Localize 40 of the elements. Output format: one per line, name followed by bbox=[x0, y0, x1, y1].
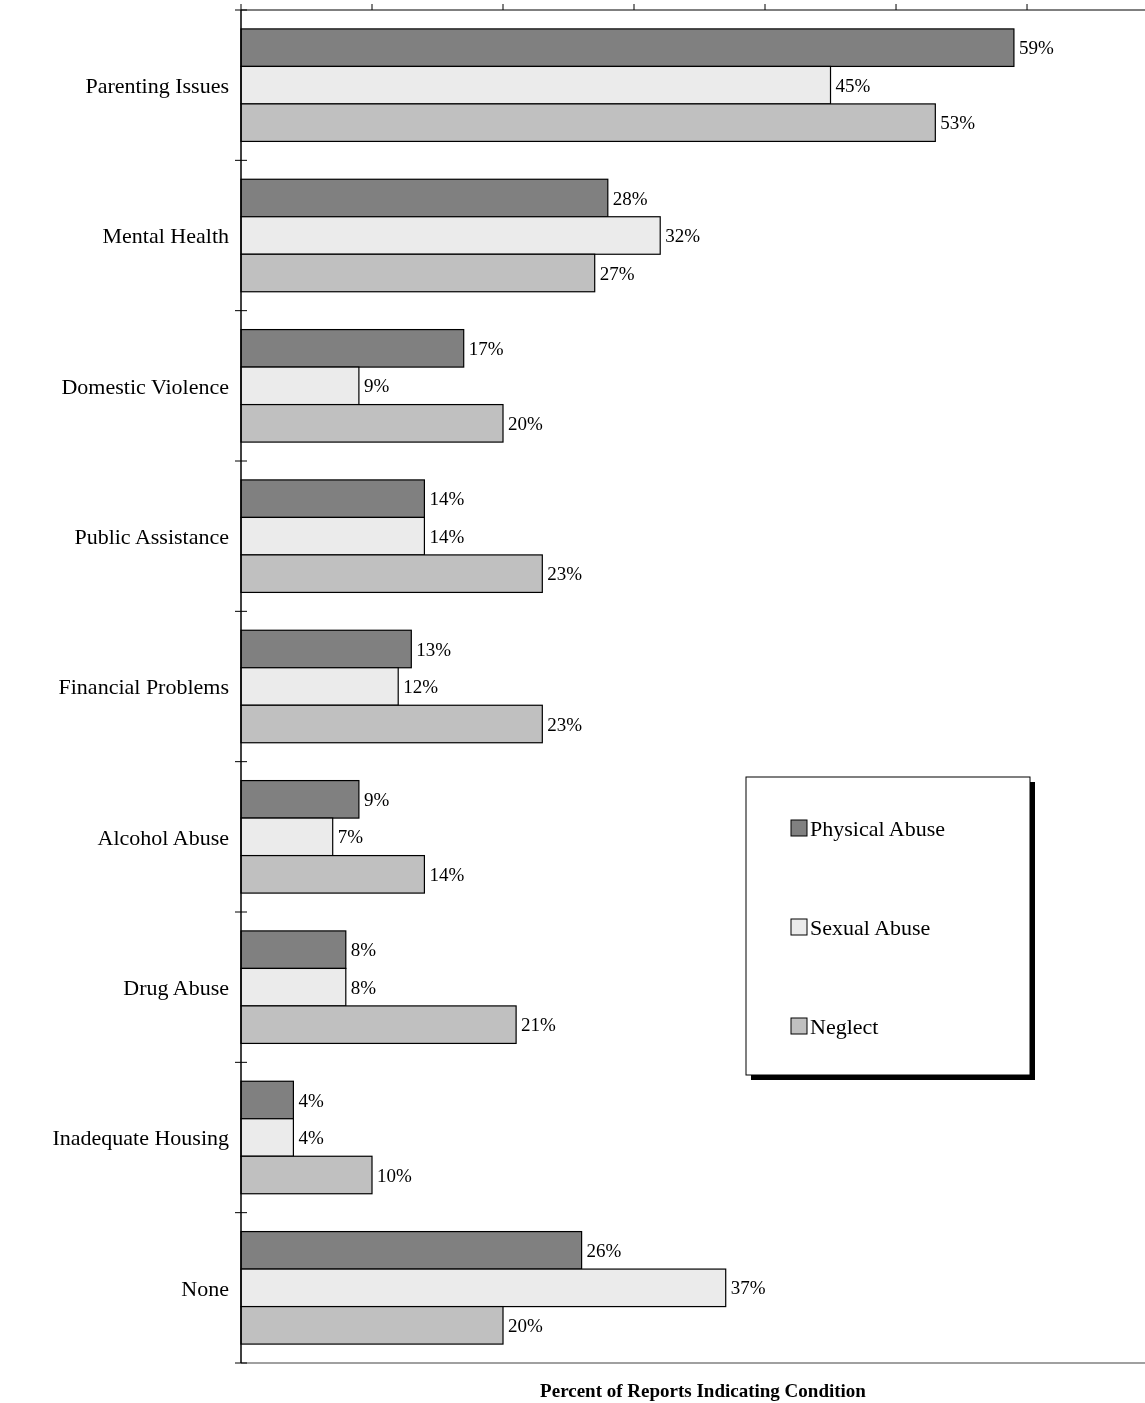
data-label: 8% bbox=[350, 939, 377, 961]
data-label: 23% bbox=[547, 713, 583, 735]
y-tick-label: Drug Abuse bbox=[123, 974, 229, 1000]
y-tick-label: Alcohol Abuse bbox=[97, 824, 229, 850]
x-axis-title: Percent of Reports Indicating Condition bbox=[540, 1380, 867, 1401]
data-label: 10% bbox=[377, 1164, 412, 1186]
data-label: 32% bbox=[665, 225, 701, 247]
data-label: 59% bbox=[1018, 37, 1054, 59]
data-label: 20% bbox=[508, 412, 544, 434]
data-label: 4% bbox=[298, 1127, 324, 1149]
y-tick-label: Public Assistance bbox=[74, 523, 229, 549]
data-label: 53% bbox=[940, 112, 976, 134]
data-label: 37% bbox=[730, 1277, 766, 1299]
data-label: 17% bbox=[468, 337, 504, 359]
data-label: 4% bbox=[298, 1089, 324, 1111]
data-label: 9% bbox=[363, 375, 390, 397]
data-label: 9% bbox=[363, 788, 390, 810]
data-label: 21% bbox=[521, 1014, 557, 1036]
data-label: 7% bbox=[337, 826, 364, 848]
y-tick-label: Parenting Issues bbox=[85, 72, 229, 98]
data-label: 26% bbox=[586, 1239, 622, 1261]
data-label: 13% bbox=[416, 638, 452, 660]
data-label: 14% bbox=[429, 488, 465, 510]
data-label: 14% bbox=[429, 525, 465, 547]
legend-label: Physical Abuse bbox=[810, 815, 946, 841]
y-tick-label: Domestic Violence bbox=[61, 373, 229, 399]
data-label: 8% bbox=[350, 976, 377, 998]
data-label: 20% bbox=[508, 1314, 544, 1336]
data-label: 23% bbox=[547, 563, 583, 585]
y-tick-label: Inadequate Housing bbox=[52, 1125, 229, 1151]
y-tick-label: None bbox=[181, 1275, 229, 1301]
data-label: 45% bbox=[835, 74, 871, 96]
data-label: 14% bbox=[429, 863, 465, 885]
data-label: 28% bbox=[612, 187, 648, 209]
y-tick-label: Mental Health bbox=[102, 223, 229, 249]
data-label: 12% bbox=[403, 676, 439, 698]
y-tick-label: Financial Problems bbox=[58, 674, 229, 700]
legend-label: Neglect bbox=[810, 1013, 879, 1039]
legend-label: Sexual Abuse bbox=[810, 914, 931, 940]
data-label: 27% bbox=[599, 262, 635, 284]
